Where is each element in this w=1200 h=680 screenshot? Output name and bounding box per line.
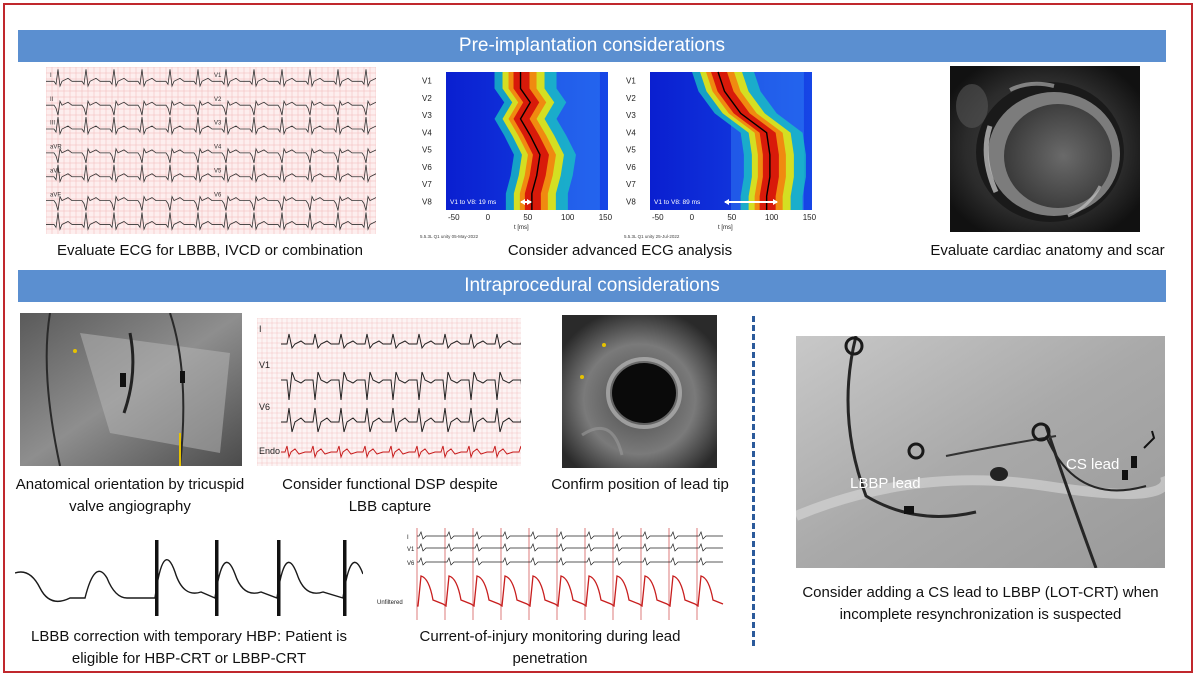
outer-frame (3, 3, 1193, 673)
heatmap-panel-2: V1 V2 V3 V4 V5 V6 V7 V8 -50 0 50 100 150 t [ms] V1 to … (622, 68, 822, 240)
hbp-trace (15, 540, 363, 616)
heatmap-lead-label: V5 (626, 146, 636, 155)
lot-crt-fluoro-image: LBBP lead CS lead (796, 336, 1165, 568)
dsp-caption: Consider functional DSP despite LBB capt… (282, 476, 498, 515)
intraprocedural-banner: Intraprocedural considerations (18, 270, 1166, 302)
heatmap-lead-label: V7 (626, 180, 636, 189)
heatmap-lead-label: V3 (626, 111, 636, 120)
heatmap-lead-label: V4 (626, 128, 636, 137)
cardiac-mri-image (950, 66, 1140, 232)
ecg-lead-label: aVF (50, 192, 61, 198)
anatomy-caption: Evaluate cardiac anatomy and scar (930, 242, 1165, 259)
heatmap-lead-label: V2 (626, 94, 636, 103)
ecg-lead-label: I (50, 73, 52, 79)
current-of-injury-trace: I V1 V6 Unfiltered (377, 528, 725, 620)
heatmap-tick-label: 100 (561, 213, 575, 222)
heatmap-axis-label: t [ms] (514, 225, 529, 231)
coi-lead-label: V1 (407, 547, 415, 553)
heatmap-lead-label: V5 (422, 146, 432, 155)
heatmap-note: V1 to V8: 89 ms (654, 199, 701, 206)
ecg-lead-label: aVL (50, 168, 61, 174)
advanced-ecg-caption: Consider advanced ECG analysis (507, 242, 733, 259)
dsp-lead-label: I (259, 324, 262, 334)
heatmap-panel-1: V1 V2 V3 V4 V5 V6 V7 V8 -50 0 50 100 150 t [ms] V1 to … (418, 68, 618, 240)
ecg-lead-label: V5 (214, 168, 222, 174)
heatmap-lead-label: V7 (422, 180, 432, 189)
heatmap-lead-label: V1 (422, 77, 432, 86)
heatmap-lead-label: V3 (422, 111, 432, 120)
pre-implantation-title: Pre-implantation considerations (458, 35, 726, 56)
echo-image (562, 315, 717, 468)
section-divider (752, 316, 755, 646)
lot-crt-caption: Consider adding a CS lead to LBBP (LOT-C… (802, 584, 1159, 623)
coi-caption: Current-of-injury monitoring during lead… (419, 628, 681, 667)
dsp-lead-label: Endo (259, 446, 280, 456)
echo-caption: Confirm position of lead tip (551, 476, 729, 493)
lbbp-lead-label: LBBP lead (850, 475, 921, 492)
heatmap-lead-label: V8 (422, 197, 432, 206)
coi-lead-label: I (407, 535, 409, 541)
ecg-lead-label: III (50, 121, 55, 127)
heatmap-tick-label: 150 (803, 213, 817, 222)
coi-lead-label: V6 (407, 561, 415, 567)
ecg-lead-label: V4 (214, 145, 222, 151)
heatmap-tick-label: 0 (486, 213, 491, 222)
angiography-caption: Anatomical orientation by tricuspid valv… (15, 476, 245, 515)
heatmap-lead-label: V2 (422, 94, 432, 103)
intraprocedural-title: Intraprocedural considerations (464, 275, 720, 296)
heatmap-tick-label: 50 (727, 213, 736, 222)
ecg-lead-label: II (50, 97, 54, 103)
dsp-ecg-panel: I V1 V6 Endo (257, 318, 521, 466)
ecg-lead-label: V6 (214, 192, 222, 198)
heatmap-tick-label: -50 (652, 213, 664, 222)
heatmap-tick-label: 50 (523, 213, 532, 222)
dsp-lead-label: V1 (259, 360, 270, 370)
ecg-12lead-panel: I II III aVR aVL aVF V1 V2 V3 V4 V5 V6 (46, 67, 376, 234)
heatmap-footer: 5.5.3L Q1 unity 05-May-2022 (420, 234, 479, 239)
heatmap-tick-label: 0 (690, 213, 695, 222)
ecg-heatmap-1: V1 V2 V3 V4 V5 V6 V7 V8 -50 0 50 100 150 t [ms] V1 to … (420, 72, 613, 239)
heatmap-lead-label: V8 (626, 197, 636, 206)
ecg-heatmap-2: V1 V2 V3 V4 V5 V6 V7 V8 -50 0 50 100 150 t [ms] V1 to … (624, 71, 817, 239)
heatmap-footer: 5.5.3L Q1 unity 25-Jul-2022 (624, 234, 680, 239)
ecg-lead-label: aVR (50, 145, 62, 151)
hbp-caption: LBBB correction with temporary HBP: Pati… (31, 628, 347, 667)
ecg-lead-label: V1 (214, 73, 222, 79)
heatmap-lead-label: V6 (626, 163, 636, 172)
ecg-lead-label: V3 (214, 121, 222, 127)
pre-implantation-banner: Pre-implantation considerations (18, 30, 1166, 62)
heatmap-axis-label: t [ms] (718, 225, 733, 231)
heatmap-tick-label: 150 (599, 213, 613, 222)
angiography-image (20, 313, 242, 466)
heatmap-lead-label: V6 (422, 163, 432, 172)
coi-panel: I V1 V6 Unfiltered (377, 528, 725, 620)
dsp-ecg-strip: I V1 V6 Endo (257, 318, 521, 466)
heatmap-note: V1 to V8: 19 ms (450, 199, 497, 206)
heatmap-tick-label: -50 (448, 213, 460, 222)
dsp-lead-label: V6 (259, 402, 270, 412)
heatmap-lead-label: V4 (422, 128, 432, 137)
ecg-lead-label: V2 (214, 97, 222, 103)
hbp-trace-panel (15, 528, 363, 620)
coi-lead-label: Unfiltered (377, 600, 403, 606)
heatmap-tick-label: 100 (765, 213, 779, 222)
cs-lead-label: CS lead (1066, 456, 1119, 473)
ecg-caption: Evaluate ECG for LBBB, IVCD or combinati… (57, 242, 363, 259)
heatmap-lead-label: V1 (626, 77, 636, 86)
